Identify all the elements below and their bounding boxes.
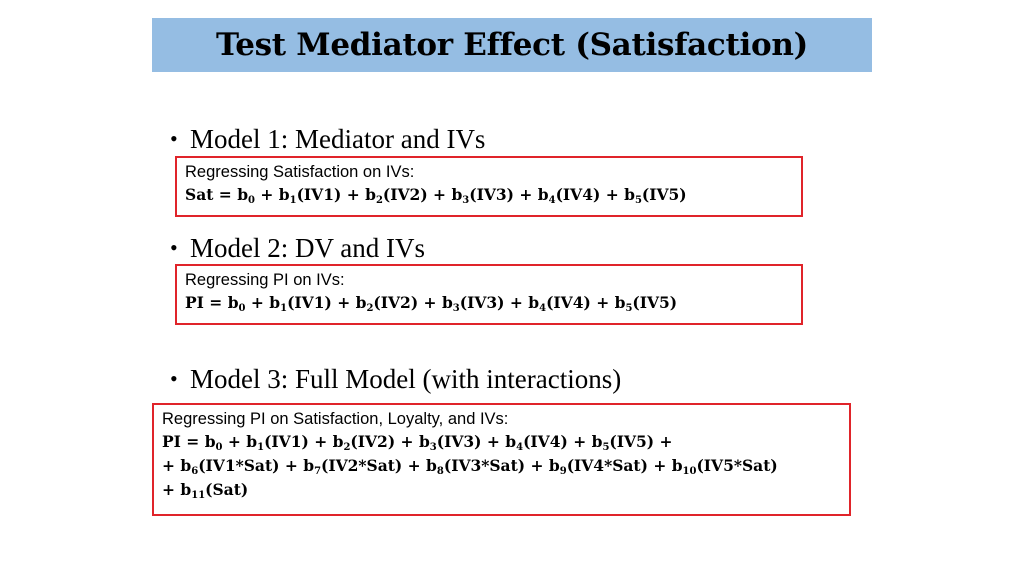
model-2-box: Regressing PI on IVs: PI = b0 + b1(IV1) … xyxy=(175,264,803,325)
model-2-description: Regressing PI on IVs: xyxy=(185,271,345,289)
bullet-dot-icon: • xyxy=(170,235,178,260)
model-2-equation: PI = b0 + b1(IV1) + b2(IV2) + b3(IV3) + … xyxy=(185,293,678,314)
bullet-model-3: • Model 3: Full Model (with interactions) xyxy=(170,366,621,393)
bullet-text: Model 3: Full Model (with interactions) xyxy=(190,364,622,394)
bullet-text: Model 1: Mediator and IVs xyxy=(190,124,486,154)
slide-title: Test Mediator Effect (Satisfaction) xyxy=(216,27,808,63)
bullet-model-2: • Model 2: DV and IVs xyxy=(170,235,425,262)
model-3-equation-line-2: + b6(IV1*Sat) + b7(IV2*Sat) + b8(IV3*Sat… xyxy=(162,456,778,477)
model-3-equation-line-1: PI = b0 + b1(IV1) + b2(IV2) + b3(IV3) + … xyxy=(162,432,673,453)
bullet-model-1: • Model 1: Mediator and IVs xyxy=(170,126,485,153)
model-3-description: Regressing PI on Satisfaction, Loyalty, … xyxy=(162,410,509,428)
model-1-equation: Sat = b0 + b1(IV1) + b2(IV2) + b3(IV3) +… xyxy=(185,185,687,206)
title-bar: Test Mediator Effect (Satisfaction) xyxy=(152,18,872,72)
model-3-equation-line-3: + b11(Sat) xyxy=(162,480,249,501)
model-1-description: Regressing Satisfaction on IVs: xyxy=(185,163,415,181)
bullet-dot-icon: • xyxy=(170,366,178,391)
bullet-dot-icon: • xyxy=(170,126,178,151)
model-3-box: Regressing PI on Satisfaction, Loyalty, … xyxy=(152,403,851,516)
model-1-box: Regressing Satisfaction on IVs: Sat = b0… xyxy=(175,156,803,217)
bullet-text: Model 2: DV and IVs xyxy=(190,233,425,263)
